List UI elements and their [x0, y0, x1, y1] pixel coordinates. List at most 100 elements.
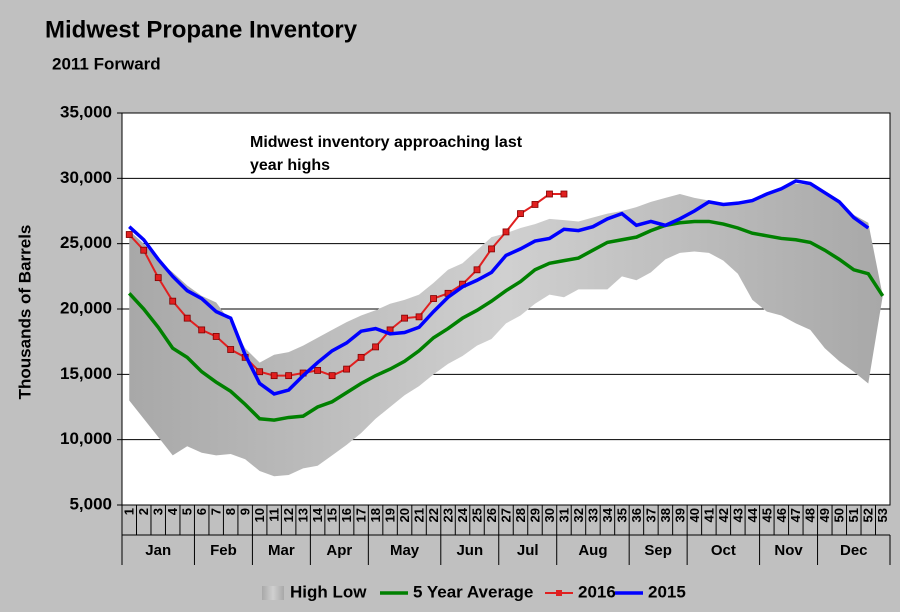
- x-tick-label: 39: [672, 508, 687, 522]
- data-point: [256, 368, 264, 376]
- legend-label: 2016: [578, 582, 616, 601]
- x-tick-label: 17: [354, 508, 369, 522]
- data-point: [517, 210, 524, 218]
- x-tick-label: 1: [122, 508, 137, 515]
- x-tick-label: 12: [281, 508, 296, 522]
- x-tick-label: 40: [687, 508, 702, 522]
- data-point: [343, 365, 351, 373]
- data-point: [546, 190, 553, 198]
- y-tick-label: 15,000: [60, 364, 112, 383]
- x-tick-label: 2: [136, 508, 151, 515]
- annotation: Midwest inventory approaching last year …: [250, 134, 523, 174]
- x-tick-label: 14: [310, 507, 325, 522]
- x-tick-label: 32: [571, 508, 586, 522]
- month-label: Nov: [774, 542, 803, 559]
- data-point: [285, 372, 293, 380]
- x-tick-label: 16: [339, 508, 354, 522]
- data-point: [140, 246, 148, 254]
- x-tick-label: 15: [325, 508, 340, 522]
- x-tick-label: 50: [832, 508, 847, 522]
- data-point: [227, 346, 235, 353]
- x-tick-label: 45: [759, 508, 774, 522]
- x-tick-label: 33: [585, 508, 600, 522]
- data-point: [560, 190, 568, 198]
- y-axis-title: Thousands of Barrels: [15, 225, 34, 400]
- data-point: [430, 295, 437, 302]
- data-point: [270, 372, 278, 380]
- y-tick-label: 20,000: [60, 298, 112, 317]
- x-tick-label: 30: [542, 508, 557, 522]
- x-tick-label: 26: [484, 508, 499, 522]
- legend-swatch: [262, 586, 284, 600]
- data-point: [372, 343, 379, 351]
- chart-subtitle: 2011 Forward: [52, 54, 161, 73]
- legend-label: 5 Year Average: [413, 582, 533, 601]
- y-tick-label: 10,000: [60, 429, 112, 448]
- y-tick-label: 30,000: [60, 168, 112, 187]
- series-line: [127, 219, 885, 422]
- data-point: [314, 367, 322, 374]
- legend-marker: [556, 590, 562, 596]
- x-tick-label: 48: [803, 508, 818, 522]
- x-tick-label: 29: [527, 508, 542, 522]
- x-tick-label: 23: [440, 508, 455, 522]
- data-point: [198, 326, 206, 334]
- month-label: Jun: [456, 542, 483, 559]
- month-label: Dec: [840, 542, 868, 559]
- x-tick-label: 51: [846, 508, 861, 522]
- x-tick-label: 34: [600, 507, 615, 522]
- x-tick-label: 19: [383, 508, 398, 522]
- data-point: [328, 372, 336, 380]
- data-point: [473, 266, 481, 274]
- x-tick-label: 9: [238, 508, 253, 515]
- month-label: Feb: [210, 542, 237, 559]
- x-tick-label: 18: [368, 508, 383, 522]
- x-tick-label: 27: [498, 508, 513, 522]
- x-tick-label: 20: [397, 508, 412, 522]
- month-label: Jul: [517, 542, 539, 559]
- x-tick-label: 35: [614, 508, 629, 522]
- x-tick-label: 21: [411, 508, 426, 522]
- month-label: Apr: [326, 542, 352, 559]
- data-point: [502, 228, 510, 236]
- data-point: [154, 274, 162, 282]
- month-label: Mar: [268, 542, 295, 559]
- series-line: [128, 179, 870, 396]
- y-tick-label: 25,000: [60, 233, 112, 252]
- x-tick-label: 38: [658, 508, 673, 522]
- data-point: [401, 314, 408, 322]
- x-tick-label: 41: [701, 508, 716, 522]
- x-tick-label: 46: [774, 508, 789, 522]
- month-label: Aug: [578, 542, 607, 559]
- x-tick-label: 10: [252, 508, 267, 522]
- legend-label: 2015: [648, 582, 686, 601]
- data-point: [183, 314, 191, 322]
- month-label: Sep: [644, 542, 672, 559]
- month-label: May: [390, 542, 420, 559]
- x-tick-label: 28: [513, 508, 528, 522]
- x-tick-label: 6: [194, 508, 209, 515]
- data-point: [125, 231, 133, 238]
- x-tick-label: 53: [875, 508, 890, 522]
- month-label: Oct: [711, 542, 736, 559]
- x-tick-label: 8: [223, 508, 238, 515]
- x-tick-label: 49: [817, 508, 832, 522]
- x-tick-label: 13: [296, 508, 311, 522]
- x-tick-label: 5: [180, 508, 195, 515]
- x-tick-label: 37: [643, 508, 658, 522]
- chart-title: Midwest Propane Inventory: [45, 16, 358, 43]
- x-tick-label: 4: [165, 507, 180, 515]
- x-tick-label: 47: [788, 508, 803, 522]
- data-point: [357, 353, 365, 361]
- x-tick-label: 52: [861, 508, 876, 522]
- data-point: [488, 245, 495, 253]
- x-tick-label: 11: [267, 508, 282, 522]
- y-tick-label: 5,000: [69, 494, 112, 513]
- y-tick-label: 35,000: [60, 102, 112, 121]
- data-point: [212, 333, 220, 340]
- high-low-band: [129, 183, 883, 477]
- x-tick-label: 3: [151, 508, 166, 515]
- x-tick-label: 31: [556, 508, 571, 522]
